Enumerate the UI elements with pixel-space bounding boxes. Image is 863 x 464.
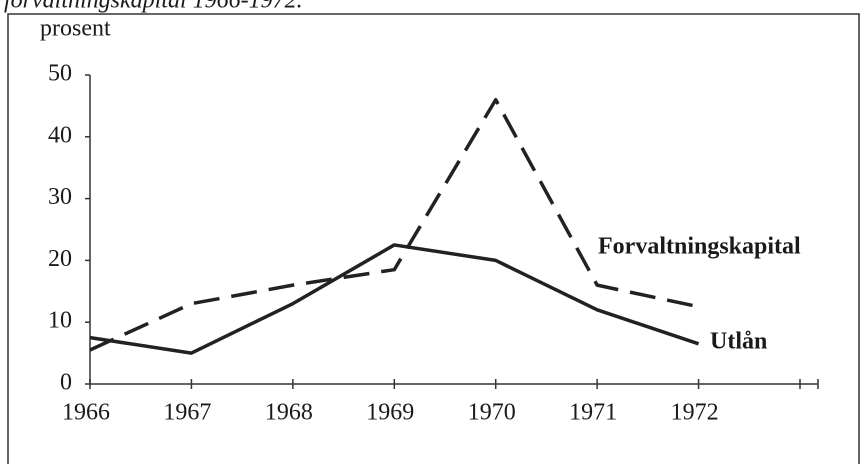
x-tick-label: 1971 [569, 400, 617, 426]
y-tick-label: 40 [48, 122, 72, 148]
series-label: Utlån [710, 329, 767, 355]
y-tick-label: 50 [48, 61, 72, 87]
x-tick-label: 1966 [62, 400, 110, 426]
y-tick-label: 0 [60, 370, 72, 396]
y-tick-label: 10 [48, 308, 72, 334]
series-line [89, 243, 700, 355]
frame [7, 13, 860, 464]
x-tick-label: 1972 [671, 400, 719, 426]
x-tick-label: 1970 [468, 400, 516, 426]
y-tick-label: 30 [48, 184, 72, 210]
chart-title: forvaltningskapital 1966-1972. [4, 0, 303, 14]
x-tick-label: 1969 [366, 400, 414, 426]
series-line [89, 97, 699, 352]
x-tick-label: 1968 [265, 400, 313, 426]
x-tick-label: 1967 [163, 400, 211, 426]
y-tick-label: 20 [48, 246, 72, 272]
y-axis-label: prosent [40, 16, 111, 42]
series-label: Forvaltningskapital [598, 234, 801, 260]
